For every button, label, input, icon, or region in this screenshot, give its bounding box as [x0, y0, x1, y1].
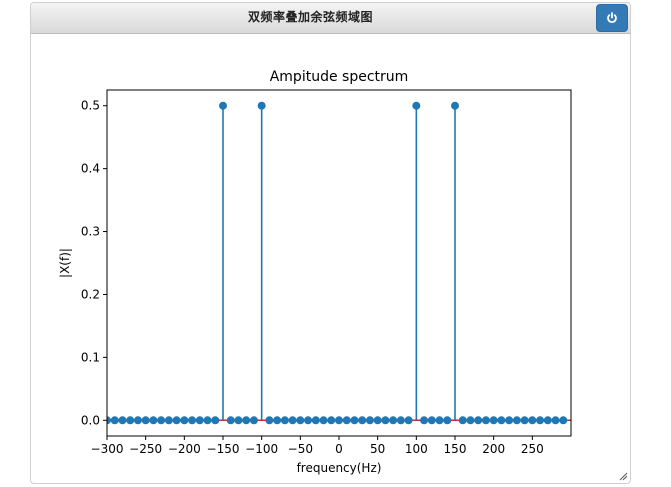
y-tick-label: 0.3 — [81, 225, 100, 239]
stem-marker — [249, 416, 258, 425]
stem-marker — [458, 416, 467, 425]
stem-marker — [126, 416, 135, 425]
axes-frame — [106, 89, 572, 437]
stem-marker — [396, 416, 405, 425]
stem-marker — [133, 416, 142, 425]
stem-marker — [466, 416, 475, 425]
stem-marker — [543, 416, 552, 425]
x-tick-label: 0 — [335, 442, 343, 456]
x-tick-label: −300 — [91, 442, 124, 456]
stem-marker — [141, 416, 150, 425]
stem-marker — [172, 416, 181, 425]
stem-marker — [427, 416, 436, 425]
y-axis-label: |X(f)| — [58, 248, 72, 278]
stem-marker — [358, 416, 367, 425]
amplitude-spectrum-chart: −300 −250 −200 −150 −100 −50 0 50 100 150 200 250 0… — [58, 69, 572, 475]
stem-marker — [443, 416, 452, 425]
stem-marker — [489, 416, 498, 425]
stem-marker — [110, 416, 119, 425]
stem-marker — [497, 416, 506, 425]
x-tick-label: 200 — [482, 442, 505, 456]
title-bar[interactable]: 双频率叠加余弦频域图 — [31, 3, 630, 34]
y-tick-label: 0.1 — [81, 350, 100, 364]
resize-grip-icon[interactable] — [618, 471, 628, 481]
chart-title: Ampitude spectrum — [270, 69, 409, 85]
stem-marker — [319, 416, 328, 425]
x-tick-label: −200 — [168, 442, 201, 456]
stem-marker — [188, 416, 197, 425]
stem-marker — [412, 101, 421, 110]
stem-marker — [365, 416, 374, 425]
stem-marker — [118, 416, 127, 425]
y-tick-label: 0.5 — [81, 99, 100, 113]
stem-marker — [203, 416, 212, 425]
stem-marker — [373, 416, 382, 425]
stem-marker — [280, 416, 289, 425]
stem-marker — [327, 416, 336, 425]
stem-marker — [195, 416, 204, 425]
x-tick-label: −50 — [288, 442, 313, 456]
stem-marker — [257, 101, 266, 110]
stem-marker — [389, 416, 398, 425]
stem-marker — [451, 101, 459, 110]
stem-marker — [311, 416, 320, 425]
stem-marker — [559, 416, 568, 425]
x-tick-label: 100 — [405, 442, 428, 456]
x-tick-label: −250 — [129, 442, 162, 456]
x-tick-label: 250 — [521, 442, 544, 456]
stem-marker — [381, 416, 390, 425]
window-title: 双频率叠加余弦频域图 — [247, 10, 373, 24]
plot-area: −300 −250 −200 −150 −100 −50 0 50 100 150 200 250 0… — [31, 34, 630, 483]
stem-marker — [335, 416, 343, 425]
stem-marker — [435, 416, 444, 425]
stem-marker — [342, 416, 351, 425]
stem-marker — [107, 416, 111, 425]
x-tick-label: −150 — [207, 442, 240, 456]
stem-marker — [149, 416, 158, 425]
stem-marker — [180, 416, 189, 425]
stem-marker — [474, 416, 483, 425]
stem-marker — [481, 416, 490, 425]
stem-marker — [304, 416, 313, 425]
stem-marker — [296, 416, 305, 425]
stem-marker — [273, 416, 282, 425]
stem-marker — [219, 101, 227, 110]
stem-marker — [211, 416, 220, 425]
app-window: 双频率叠加余弦频域图 −300 −250 −200 −150 −100 −50 0 50 100… — [30, 2, 631, 484]
stem-marker — [350, 416, 359, 425]
stem-marker — [551, 416, 560, 425]
stem-marker — [404, 416, 413, 425]
stem-marker — [520, 416, 529, 425]
stem-marker — [536, 416, 545, 425]
x-axis-label: frequency(Hz) — [297, 461, 382, 475]
stem-marker — [226, 416, 235, 425]
x-tick-label: 150 — [444, 442, 467, 456]
power-button[interactable] — [596, 4, 628, 32]
y-tick-label: 0.0 — [81, 413, 100, 427]
y-tick-label: 0.2 — [81, 287, 100, 301]
stem-marker — [242, 416, 251, 425]
stem-marker — [234, 416, 243, 425]
stem-marker — [512, 416, 521, 425]
stem-marker — [420, 416, 429, 425]
stem-marker — [157, 416, 166, 425]
stem-marker — [164, 416, 173, 425]
stem-marker — [528, 416, 537, 425]
x-tick-label: −100 — [245, 442, 278, 456]
x-tick-label: 50 — [370, 442, 385, 456]
stem-marker — [265, 416, 274, 425]
stem-marker — [505, 416, 514, 425]
power-icon — [607, 12, 617, 24]
stem-marker — [288, 416, 297, 425]
y-tick-label: 0.4 — [81, 162, 100, 176]
